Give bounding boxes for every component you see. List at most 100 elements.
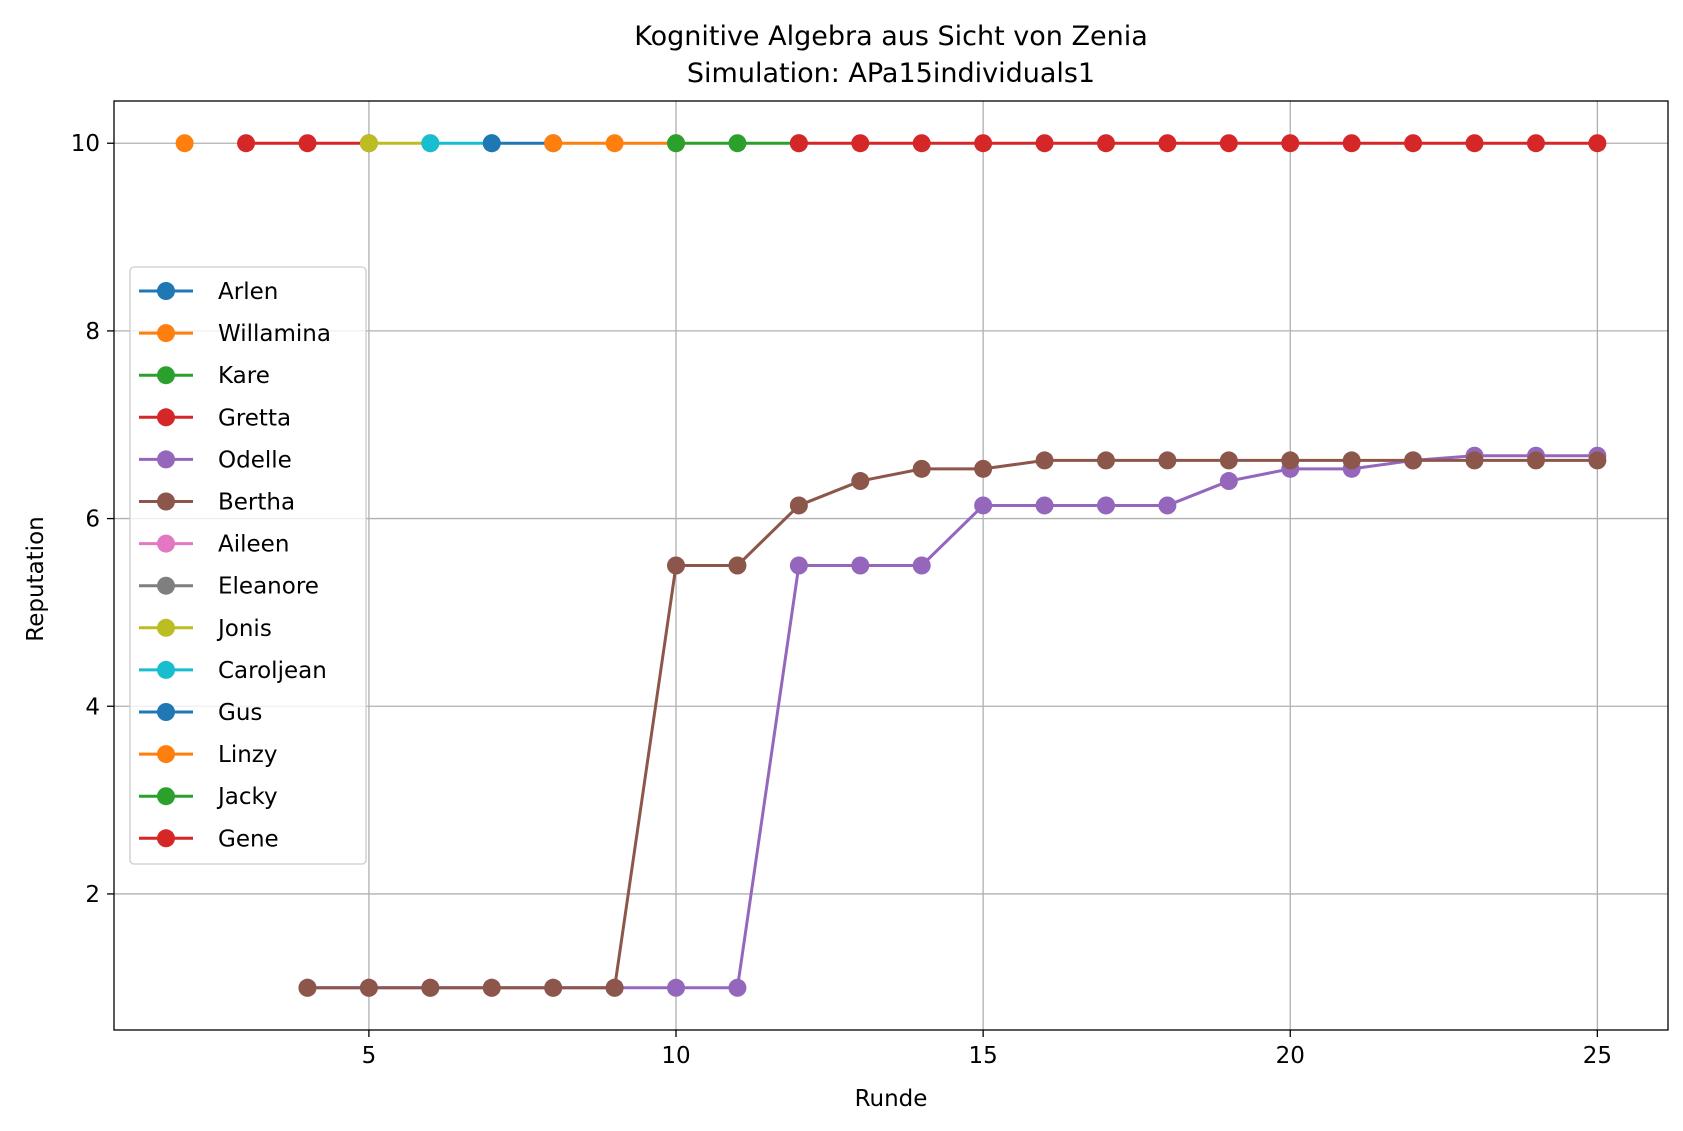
data-point-bertha (421, 978, 440, 997)
data-point-gene (912, 134, 931, 153)
data-point-gene (1219, 134, 1238, 153)
data-point-bertha (912, 459, 931, 478)
data-point-bertha (789, 496, 808, 515)
data-point-odelle (1035, 496, 1054, 515)
legend-box (129, 266, 367, 865)
data-point-bertha (728, 556, 747, 575)
x-tick-label: 10 (661, 1043, 690, 1069)
data-point-jacky (667, 134, 686, 153)
series-gene (789, 134, 1607, 153)
data-point-gene (1281, 134, 1300, 153)
y-tick-label: 2 (85, 882, 100, 908)
data-point-bertha (1465, 451, 1484, 470)
legend-item-linzy: Linzy (139, 742, 277, 768)
legend-marker (157, 492, 175, 511)
data-point-caroljean (421, 134, 440, 153)
series-bertha (298, 451, 1607, 997)
legend-marker (157, 366, 175, 385)
legend: Arlen Willamina Kare Gretta Odelle Bertha Aile… (129, 266, 367, 865)
legend-item-gus: Gus (139, 700, 262, 726)
series-willamina (175, 134, 194, 153)
legend-label: Aileen (218, 532, 289, 558)
legend-item-aileen: Aileen (139, 532, 289, 558)
legend-item-jacky: Jacky (139, 784, 278, 810)
legend-item-gene: Gene (139, 826, 279, 852)
y-tick-label: 10 (71, 131, 100, 157)
data-point-bertha (605, 978, 624, 997)
legend-item-eleanore: Eleanore (139, 574, 319, 600)
data-point-gene (1096, 134, 1115, 153)
legend-item-caroljean: Caroljean (139, 658, 327, 684)
legend-marker (157, 450, 175, 469)
y-tick-label: 4 (85, 694, 100, 720)
legend-item-odelle: Odelle (139, 447, 292, 473)
data-point-gretta (298, 134, 317, 153)
data-point-bertha (482, 978, 501, 997)
legend-label: Kare (218, 363, 270, 389)
data-point-odelle (1096, 496, 1115, 515)
data-point-bertha (1219, 451, 1238, 470)
data-point-gene (1342, 134, 1361, 153)
legend-marker (157, 660, 175, 679)
legend-label: Jonis (216, 616, 272, 642)
series-lines (175, 134, 1607, 997)
data-point-bertha (1404, 451, 1423, 470)
legend-item-gretta: Gretta (139, 405, 291, 431)
legend-item-willamina: Willamina (139, 321, 331, 347)
data-point-gene (1158, 134, 1177, 153)
data-point-bertha (1588, 451, 1607, 470)
data-point-gene (1465, 134, 1484, 153)
x-tick-label: 5 (362, 1043, 377, 1069)
legend-marker (157, 408, 175, 427)
legend-marker (157, 745, 175, 764)
data-point-odelle (974, 496, 993, 515)
data-point-gene (1404, 134, 1423, 153)
data-point-gene (1035, 134, 1054, 153)
data-point-odelle (728, 978, 747, 997)
legend-marker (157, 324, 175, 343)
legend-label: Gretta (218, 405, 291, 431)
data-point-odelle (667, 978, 686, 997)
data-point-gene (1526, 134, 1545, 153)
data-point-bertha (359, 978, 378, 997)
chart-title: Kognitive Algebra aus Sicht von Zenia (634, 21, 1148, 52)
legend-label: Willamina (218, 321, 331, 347)
legend-label: Odelle (218, 447, 292, 473)
data-point-bertha (667, 556, 686, 575)
legend-item-jonis: Jonis (139, 616, 272, 642)
data-point-gus (482, 134, 501, 153)
data-point-odelle (1219, 472, 1238, 491)
data-point-bertha (1526, 451, 1545, 470)
x-axis-label: Runde (855, 1086, 928, 1112)
legend-marker (157, 618, 175, 637)
legend-marker (157, 787, 175, 806)
data-point-gene (974, 134, 993, 153)
data-point-gene (789, 134, 808, 153)
x-tick-label: 25 (1583, 1043, 1612, 1069)
data-point-bertha (544, 978, 563, 997)
legend-item-bertha: Bertha (139, 490, 295, 516)
data-point-jacky (728, 134, 747, 153)
data-point-odelle (789, 556, 808, 575)
legend-label: Gus (218, 700, 262, 726)
data-point-odelle (851, 556, 870, 575)
legend-label: Caroljean (218, 658, 327, 684)
legend-label: Bertha (218, 490, 295, 516)
y-axis-label: Reputation (23, 516, 49, 641)
data-point-odelle (912, 556, 931, 575)
x-tick-label: 20 (1276, 1043, 1305, 1069)
legend-label: Arlen (218, 279, 278, 305)
legend-marker (157, 703, 175, 721)
data-point-odelle (1158, 496, 1177, 515)
data-point-linzy (605, 134, 624, 153)
data-point-jonis (359, 134, 378, 153)
data-point-bertha (1158, 451, 1177, 470)
data-point-gretta (237, 134, 256, 153)
legend-marker (157, 829, 175, 848)
data-point-gene (1588, 134, 1607, 153)
chart-subtitle: Simulation: APa15individuals1 (687, 58, 1095, 89)
legend-item-kare: Kare (139, 363, 270, 389)
legend-label: Jacky (216, 784, 278, 810)
legend-label: Gene (218, 826, 279, 852)
data-point-willamina (175, 134, 194, 153)
